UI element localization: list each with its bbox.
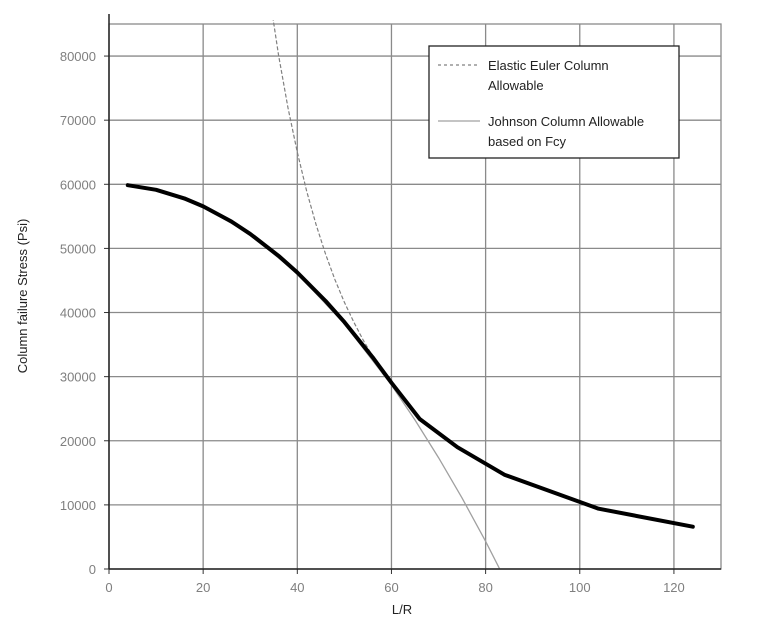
x-tick-label: 60 — [384, 580, 398, 595]
euler-curve — [272, 20, 383, 372]
legend: Elastic Euler Column Allowable Johnson Co… — [428, 45, 680, 159]
y-tick-label: 50000 — [60, 241, 96, 256]
y-tick-label: 30000 — [60, 370, 96, 385]
y-tick-label: 20000 — [60, 434, 96, 449]
x-tick-label: 100 — [569, 580, 591, 595]
x-tick-label: 120 — [663, 580, 685, 595]
legend-label-euler: Elastic Euler Column Allowable — [488, 58, 609, 93]
x-tick-label: 80 — [478, 580, 492, 595]
axes: 0 20 40 60 80 100 120 0 10000 20000 30000 40000 5000… — [60, 14, 721, 595]
x-axis-label: L/R — [392, 602, 412, 617]
x-tick-label: 0 — [105, 580, 112, 595]
y-tick-label: 80000 — [60, 49, 96, 64]
y-tick-label: 70000 — [60, 113, 96, 128]
y-tick-label: 10000 — [60, 498, 96, 513]
x-tick-label: 20 — [196, 580, 210, 595]
legend-label-johnson: Johnson Column Allowable based on Fcy — [488, 114, 644, 149]
y-tick-label: 40000 — [60, 306, 96, 321]
y-axis-label: Column failure Stress (Psi) — [15, 219, 30, 374]
y-tick-label: 60000 — [60, 177, 96, 192]
y-tick-label: 0 — [89, 562, 96, 577]
column-failure-curve — [125, 183, 695, 529]
x-tick-label: 40 — [290, 580, 304, 595]
series-group — [125, 20, 695, 569]
